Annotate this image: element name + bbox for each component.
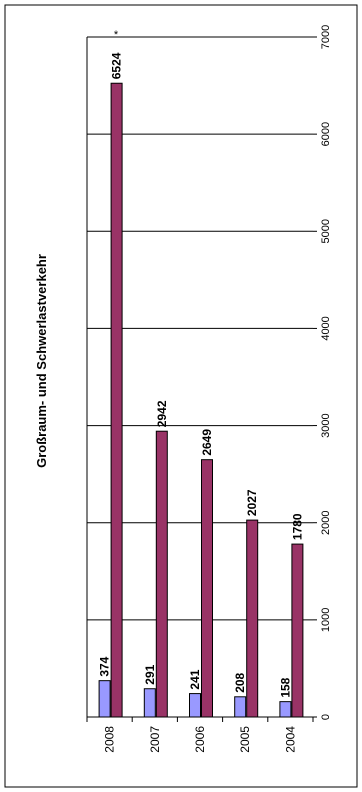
category-tick-layer: 2008 2007 2006 2005 2004 [86, 717, 314, 753]
value-tick-label-5000: 5000 [320, 219, 332, 243]
grid-layer [87, 36, 313, 621]
value-tick-label-2000: 2000 [320, 510, 332, 534]
data-label-2007-series-1: 291 [143, 664, 157, 684]
data-label-2006-series-1: 241 [188, 669, 202, 689]
annotation-star: * [114, 29, 119, 41]
data-label-2008-series-2: 6524 [110, 52, 124, 79]
data-label-2004-series-2: 1780 [290, 513, 304, 540]
bar-2004-series-1 [279, 701, 292, 718]
bar-2004-series-2 [291, 543, 304, 718]
bar-2006-series-1 [189, 693, 201, 718]
data-label-2005-series-1: 208 [233, 672, 247, 692]
data-label-2008-series-1: 374 [98, 656, 112, 676]
value-tick-label-7000: 7000 [320, 25, 332, 49]
category-tick-label-2006: 2006 [193, 726, 207, 753]
bar-2008-series-2 [110, 82, 123, 718]
chart-border [4, 4, 358, 788]
category-tick-label-2004: 2004 [283, 726, 297, 753]
data-label-2006-series-2: 2649 [200, 429, 214, 456]
value-tick-label-3000: 3000 [320, 413, 332, 437]
category-tick-label-2008: 2008 [103, 726, 117, 753]
bar-2007-series-1 [143, 688, 156, 718]
value-tick-label-6000: 6000 [320, 122, 332, 146]
data-label-2007-series-2: 2942 [155, 400, 169, 427]
value-tick-label-1000: 1000 [320, 608, 332, 632]
value-tick-label-4000: 4000 [320, 316, 332, 340]
bar-2005-series-1 [234, 696, 247, 718]
data-label-2005-series-2: 2027 [245, 489, 259, 516]
category-tick-label-2005: 2005 [238, 726, 252, 753]
bar-2007-series-2 [155, 430, 168, 718]
bar-2005-series-2 [246, 519, 259, 718]
bar-2006-series-2 [201, 459, 213, 718]
data-label-layer: 374 6524 291 2942 241 2649 208 2027 158 1780 [98, 52, 305, 697]
bar-2008-series-1 [98, 680, 111, 718]
value-tick-label-0: 0 [320, 714, 332, 720]
category-tick-label-2007: 2007 [148, 726, 162, 753]
value-tick-layer: 0 1000 2000 3000 4000 5000 6000 7000 [313, 25, 332, 720]
data-label-2004-series-1: 158 [278, 677, 292, 697]
chart-title: Großraum- und Schwerlastverkehr [34, 254, 49, 468]
